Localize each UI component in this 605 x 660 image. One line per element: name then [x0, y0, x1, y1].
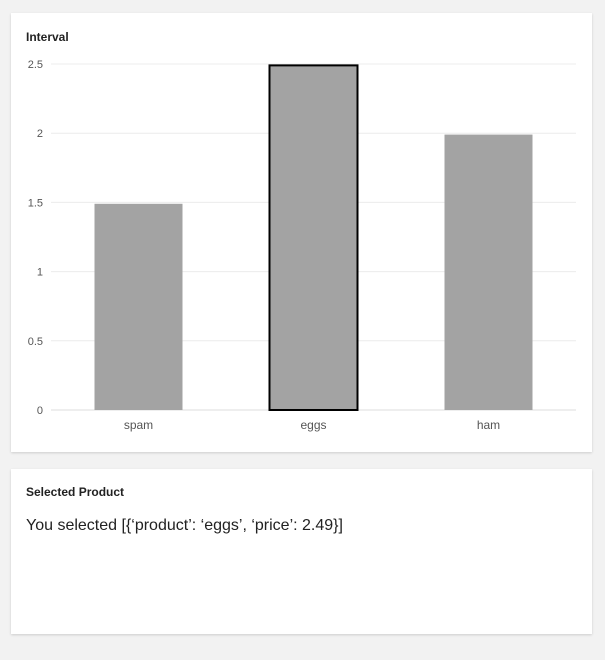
bar-chart[interactable]: 0 0.5 1 1.5 2 2.5 spam eggs ham: [11, 13, 592, 452]
selected-product-card: Selected Product You selected [{‘product…: [11, 469, 592, 634]
y-tick-label: 2: [37, 128, 43, 140]
selected-product-title: Selected Product: [26, 485, 125, 499]
bar-ham[interactable]: [444, 134, 533, 411]
selected-product-text: You selected [{‘product’: ‘eggs’, ‘price…: [26, 517, 343, 534]
x-tick-label: eggs: [300, 418, 326, 432]
y-tick-label: 0.5: [28, 336, 43, 348]
bar-eggs[interactable]: [268, 64, 359, 411]
y-tick-label: 0: [37, 405, 43, 417]
y-tick-label: 1.5: [28, 197, 43, 209]
interval-chart-card: Interval 0 0.5 1 1.5 2 2.5 spam eggs ham: [11, 13, 592, 452]
y-tick-label: 1: [37, 267, 43, 279]
x-tick-label: ham: [477, 418, 500, 432]
x-tick-label: spam: [124, 418, 153, 432]
y-tick-label: 2.5: [28, 59, 43, 71]
chart-title: Interval: [26, 30, 69, 44]
bar-spam[interactable]: [94, 203, 183, 410]
